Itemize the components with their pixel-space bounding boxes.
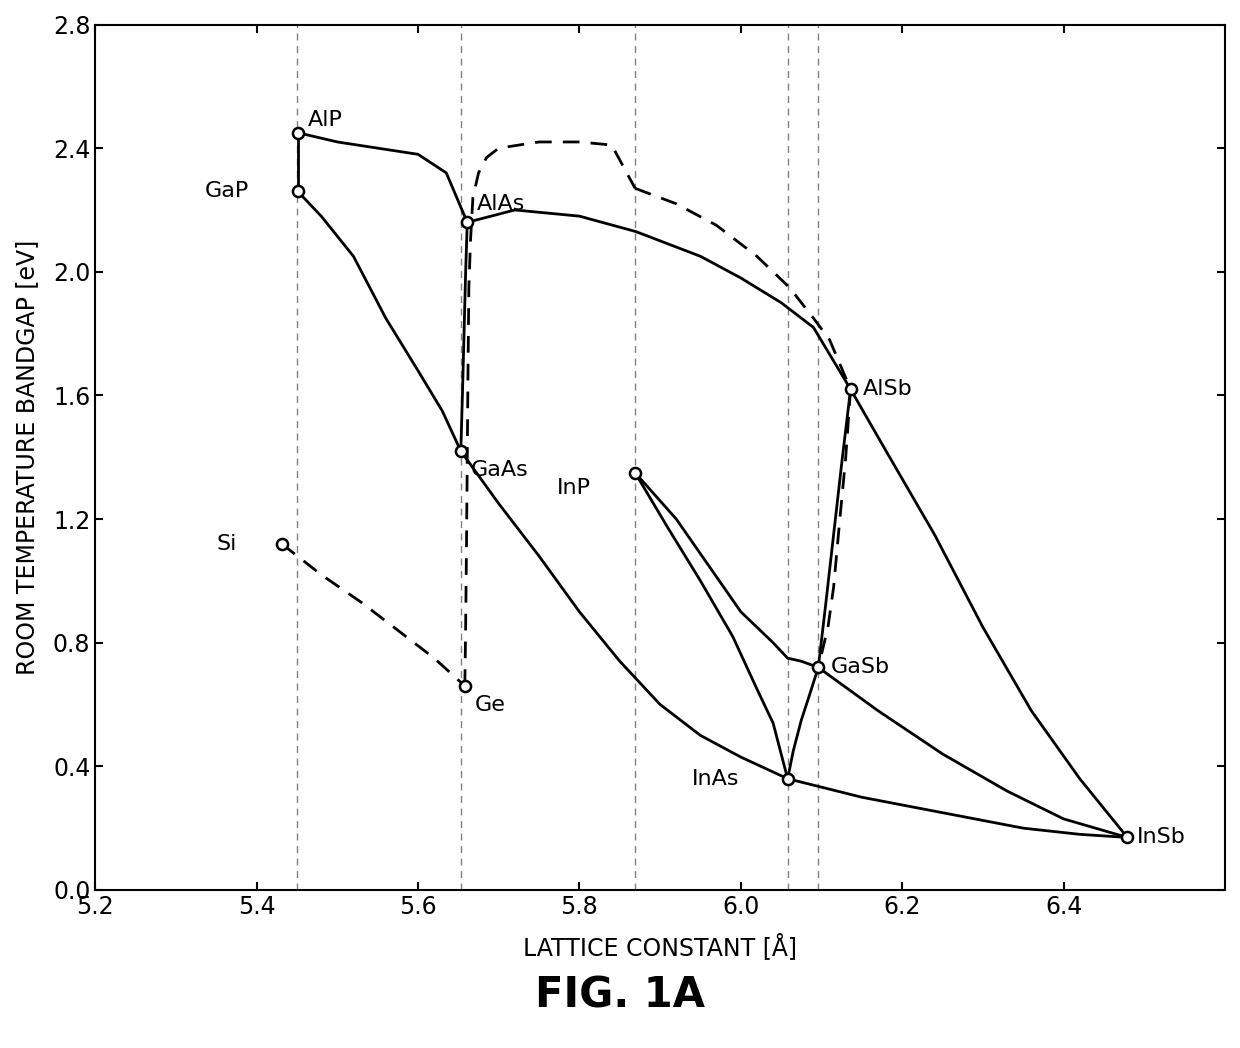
Text: GaSb: GaSb — [831, 657, 889, 677]
Text: AlP: AlP — [308, 110, 342, 130]
Text: AlAs: AlAs — [477, 194, 526, 214]
Text: GaP: GaP — [205, 181, 249, 201]
Y-axis label: ROOM TEMPERATURE BANDGAP [eV]: ROOM TEMPERATURE BANDGAP [eV] — [15, 240, 38, 675]
Text: InP: InP — [557, 478, 590, 498]
Text: Ge: Ge — [475, 695, 506, 715]
Text: InSb: InSb — [1137, 828, 1185, 848]
Text: GaAs: GaAs — [470, 460, 528, 480]
Text: InAs: InAs — [692, 768, 739, 789]
Text: AlSb: AlSb — [863, 379, 913, 399]
Text: FIG. 1A: FIG. 1A — [534, 975, 706, 1017]
X-axis label: LATTICE CONSTANT [Å]: LATTICE CONSTANT [Å] — [523, 933, 797, 960]
Text: Si: Si — [217, 533, 237, 553]
